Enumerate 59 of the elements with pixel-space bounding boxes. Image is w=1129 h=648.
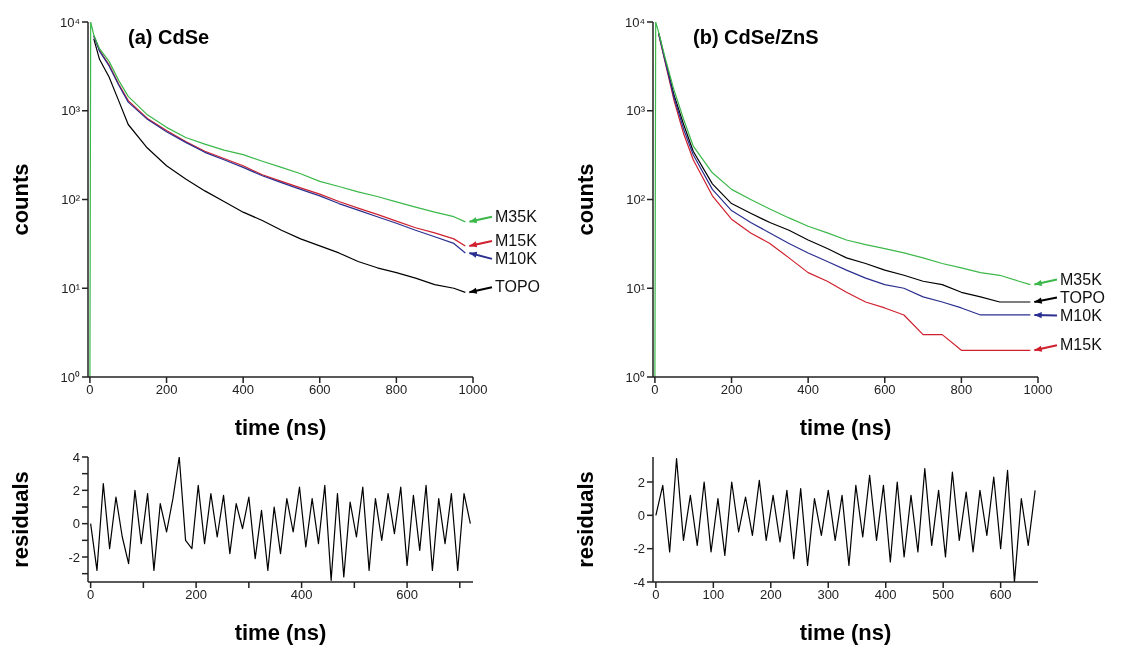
x-tick-label: 0 — [652, 587, 660, 603]
y-tick-label: 10³ — [626, 103, 646, 119]
y-tick-label: 10⁴ — [624, 14, 645, 30]
y-tick-label: 10⁰ — [625, 369, 645, 385]
x-tick-label: 600 — [989, 587, 1012, 603]
legend-label: TOPO — [1060, 288, 1106, 306]
x-tick-label: 100 — [702, 587, 725, 603]
y-tick-label: 10³ — [61, 103, 81, 119]
y-tick-label: 0 — [637, 507, 645, 523]
x-tick-label: 600 — [873, 382, 896, 398]
x-tick-label: 200 — [185, 587, 207, 603]
x-tick-label: 1000 — [458, 382, 488, 398]
y-tick-label: 10¹ — [626, 280, 646, 296]
y-tick-label: 2 — [637, 474, 645, 490]
x-tick-label: 400 — [232, 382, 254, 398]
legend-label: M15K — [495, 231, 538, 249]
legend-label: M10K — [495, 249, 538, 267]
y-tick-label: 4 — [72, 449, 80, 465]
legend-label: M10K — [1060, 306, 1103, 324]
y-tick-label: -2 — [633, 541, 645, 557]
x-tick-label: 1000 — [1023, 382, 1053, 398]
x-tick-label: 600 — [308, 382, 331, 398]
x-tick-label: 400 — [290, 587, 313, 603]
x-tick-label: 500 — [932, 587, 955, 603]
x-tick-label: 200 — [759, 587, 782, 603]
chart-title: (b) CdSe/ZnS — [693, 26, 819, 48]
y-axis-title: counts — [572, 163, 598, 236]
y-tick-label: 10¹ — [61, 280, 81, 296]
x-tick-label: 400 — [874, 587, 897, 603]
x-axis-title: time (ns) — [234, 415, 327, 440]
x-tick-label: 200 — [155, 382, 178, 398]
x-tick-label: 600 — [396, 587, 418, 603]
legend-label: M15K — [1060, 336, 1103, 354]
x-tick-label: 400 — [797, 382, 819, 398]
y-tick-label: 10² — [61, 192, 81, 208]
x-tick-label: 300 — [817, 587, 840, 603]
x-axis-title: time (ns) — [799, 415, 892, 440]
legend-label: TOPO — [495, 278, 541, 296]
y-tick-label: 10⁴ — [59, 14, 80, 30]
x-tick-label: 800 — [385, 382, 408, 398]
x-axis-title: time (ns) — [234, 620, 327, 645]
y-tick-label: -4 — [633, 574, 645, 590]
y-tick-label: -2 — [68, 549, 80, 565]
y-axis-title: residuals — [572, 471, 598, 568]
legend-label: M35K — [1060, 270, 1103, 288]
x-tick-label: 0 — [651, 382, 659, 398]
x-tick-label: 200 — [720, 382, 743, 398]
y-tick-label: 10⁰ — [60, 369, 80, 385]
y-tick-label: 10² — [626, 192, 646, 208]
y-tick-label: 0 — [72, 516, 80, 532]
x-tick-label: 0 — [86, 382, 94, 398]
y-axis-title: counts — [7, 163, 33, 236]
y-tick-label: 2 — [72, 482, 80, 498]
x-tick-label: 0 — [87, 587, 95, 603]
chart-title: (a) CdSe — [128, 26, 210, 48]
x-axis-title: time (ns) — [799, 620, 892, 645]
y-axis-title: residuals — [7, 471, 33, 568]
legend-label: M35K — [495, 207, 538, 225]
x-tick-label: 800 — [950, 382, 973, 398]
